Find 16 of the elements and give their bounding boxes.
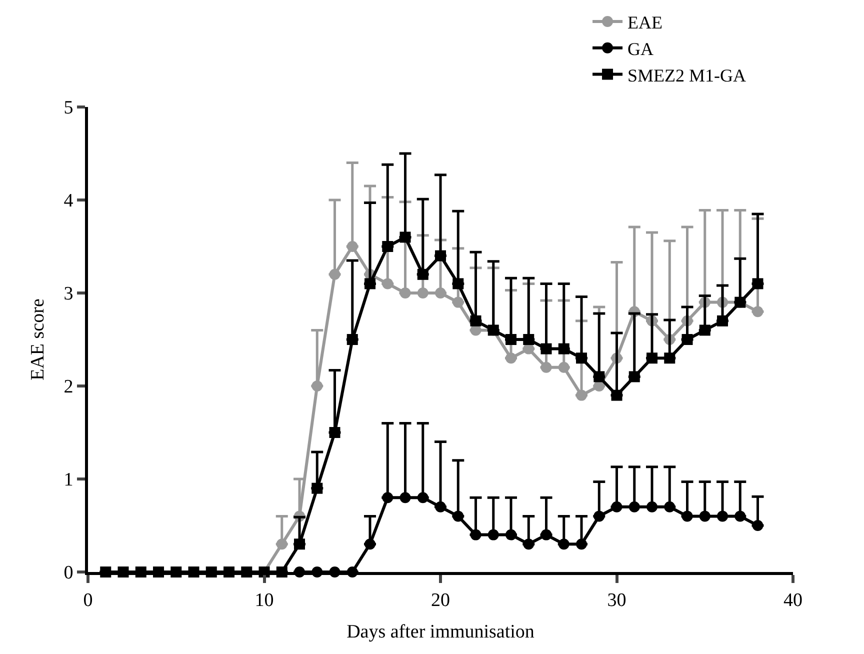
y-axis-title: EAE score bbox=[28, 298, 49, 380]
y-tick-label: 0 bbox=[64, 562, 74, 584]
x-tick-label: 20 bbox=[431, 590, 450, 611]
x-tick-label: 10 bbox=[254, 590, 274, 611]
legend-label: EAE bbox=[628, 12, 663, 32]
x-tick-label: 40 bbox=[784, 590, 802, 611]
legend-label: SMEZ2 M1-GA bbox=[628, 65, 746, 86]
x-tick-label: 0 bbox=[83, 590, 93, 611]
y-tick-label: 3 bbox=[64, 284, 74, 305]
y-tick-label: 5 bbox=[64, 98, 74, 119]
y-tick-label: 2 bbox=[64, 376, 74, 398]
y-tick-label: 1 bbox=[64, 470, 74, 491]
legend-label: GA bbox=[628, 38, 654, 59]
y-tick-label: 4 bbox=[64, 190, 74, 212]
x-tick-label: 30 bbox=[607, 590, 626, 611]
x-axis-title: Days after immunisation bbox=[346, 622, 535, 643]
